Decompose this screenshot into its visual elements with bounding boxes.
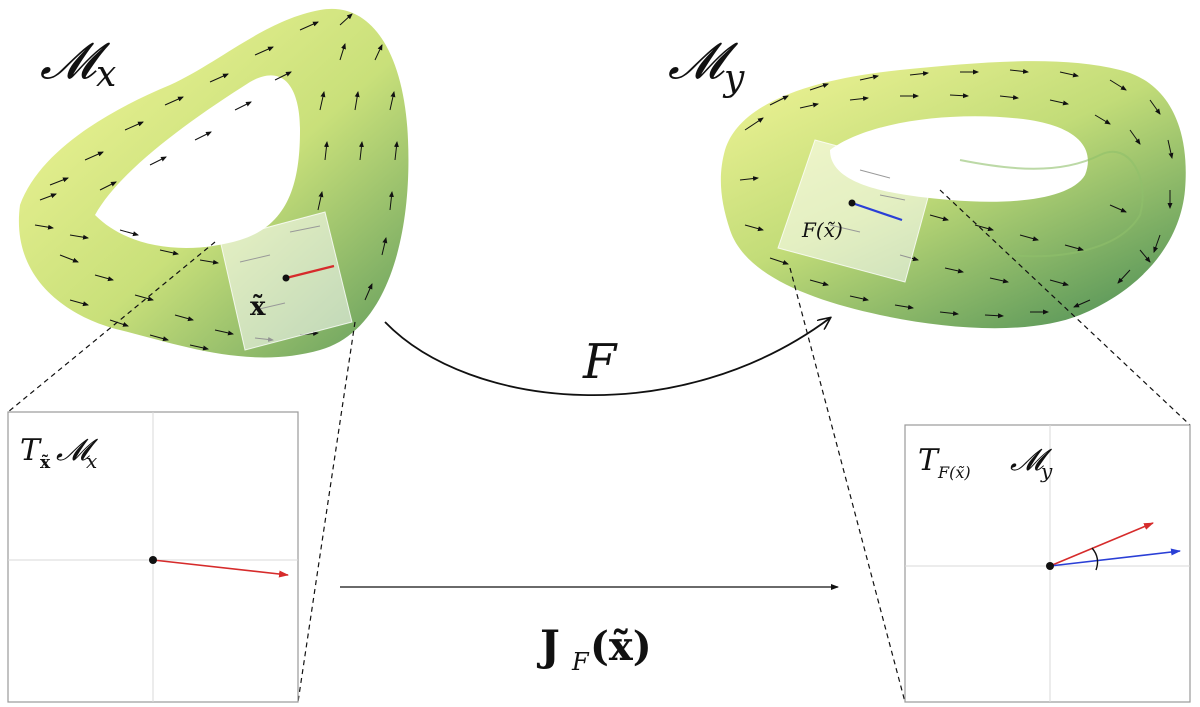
label-jacobian: J F (x̃) bbox=[536, 621, 652, 676]
label-tangent-space-x: T x̃ 𝓜 x bbox=[20, 433, 99, 473]
label-manifold-y: 𝓜 y bbox=[668, 32, 745, 99]
label-tangent-y-msub: y bbox=[1040, 459, 1053, 483]
label-tangent-x-sub: x̃ bbox=[40, 453, 51, 473]
manifold-x-vector-field bbox=[34, 13, 399, 351]
label-jacobian-sub: F bbox=[571, 648, 590, 676]
point-fx-dot bbox=[848, 199, 856, 207]
tangent-patch-x bbox=[219, 211, 353, 351]
vector-x-on-patch bbox=[285, 264, 335, 280]
projection-lines bbox=[7, 189, 1191, 703]
label-manifold-x: 𝓜 x bbox=[40, 32, 116, 95]
manifold-y-surface bbox=[720, 61, 1186, 329]
tangent-space-panel-y bbox=[904, 424, 1191, 703]
tangent-vector-x bbox=[152, 559, 289, 578]
tangent-patch-y bbox=[777, 139, 936, 283]
label-manifold-y-sub: y bbox=[722, 58, 745, 99]
tangent-vector-y-blue bbox=[1049, 548, 1181, 567]
vector-fx-on-patch bbox=[851, 201, 903, 222]
point-x-dot bbox=[282, 274, 290, 282]
tangent-space-panel-x bbox=[7, 411, 299, 703]
label-tangent-y-sub: F(x̃) bbox=[937, 463, 971, 482]
tangent-origin-y bbox=[1046, 562, 1054, 570]
label-tangent-x-msub: x bbox=[86, 449, 97, 473]
label-jacobian-arg: (x̃) bbox=[590, 623, 652, 670]
tangent-vector-y-red bbox=[1049, 522, 1154, 567]
label-tangent-x-T: T bbox=[20, 433, 42, 468]
manifold-y-vector-field bbox=[739, 68, 1174, 319]
label-point-fx: F(x̃) bbox=[801, 218, 843, 242]
map-f-arrow bbox=[384, 318, 830, 397]
tangent-origin-x bbox=[149, 556, 157, 564]
angle-arc bbox=[1091, 547, 1099, 571]
label-point-x: x̃ bbox=[250, 292, 266, 322]
label-manifold-x-sub: x bbox=[96, 54, 116, 95]
label-jacobian-J: J bbox=[536, 621, 560, 670]
label-map-f: F bbox=[582, 334, 618, 390]
label-tangent-y-T: T bbox=[918, 443, 940, 478]
